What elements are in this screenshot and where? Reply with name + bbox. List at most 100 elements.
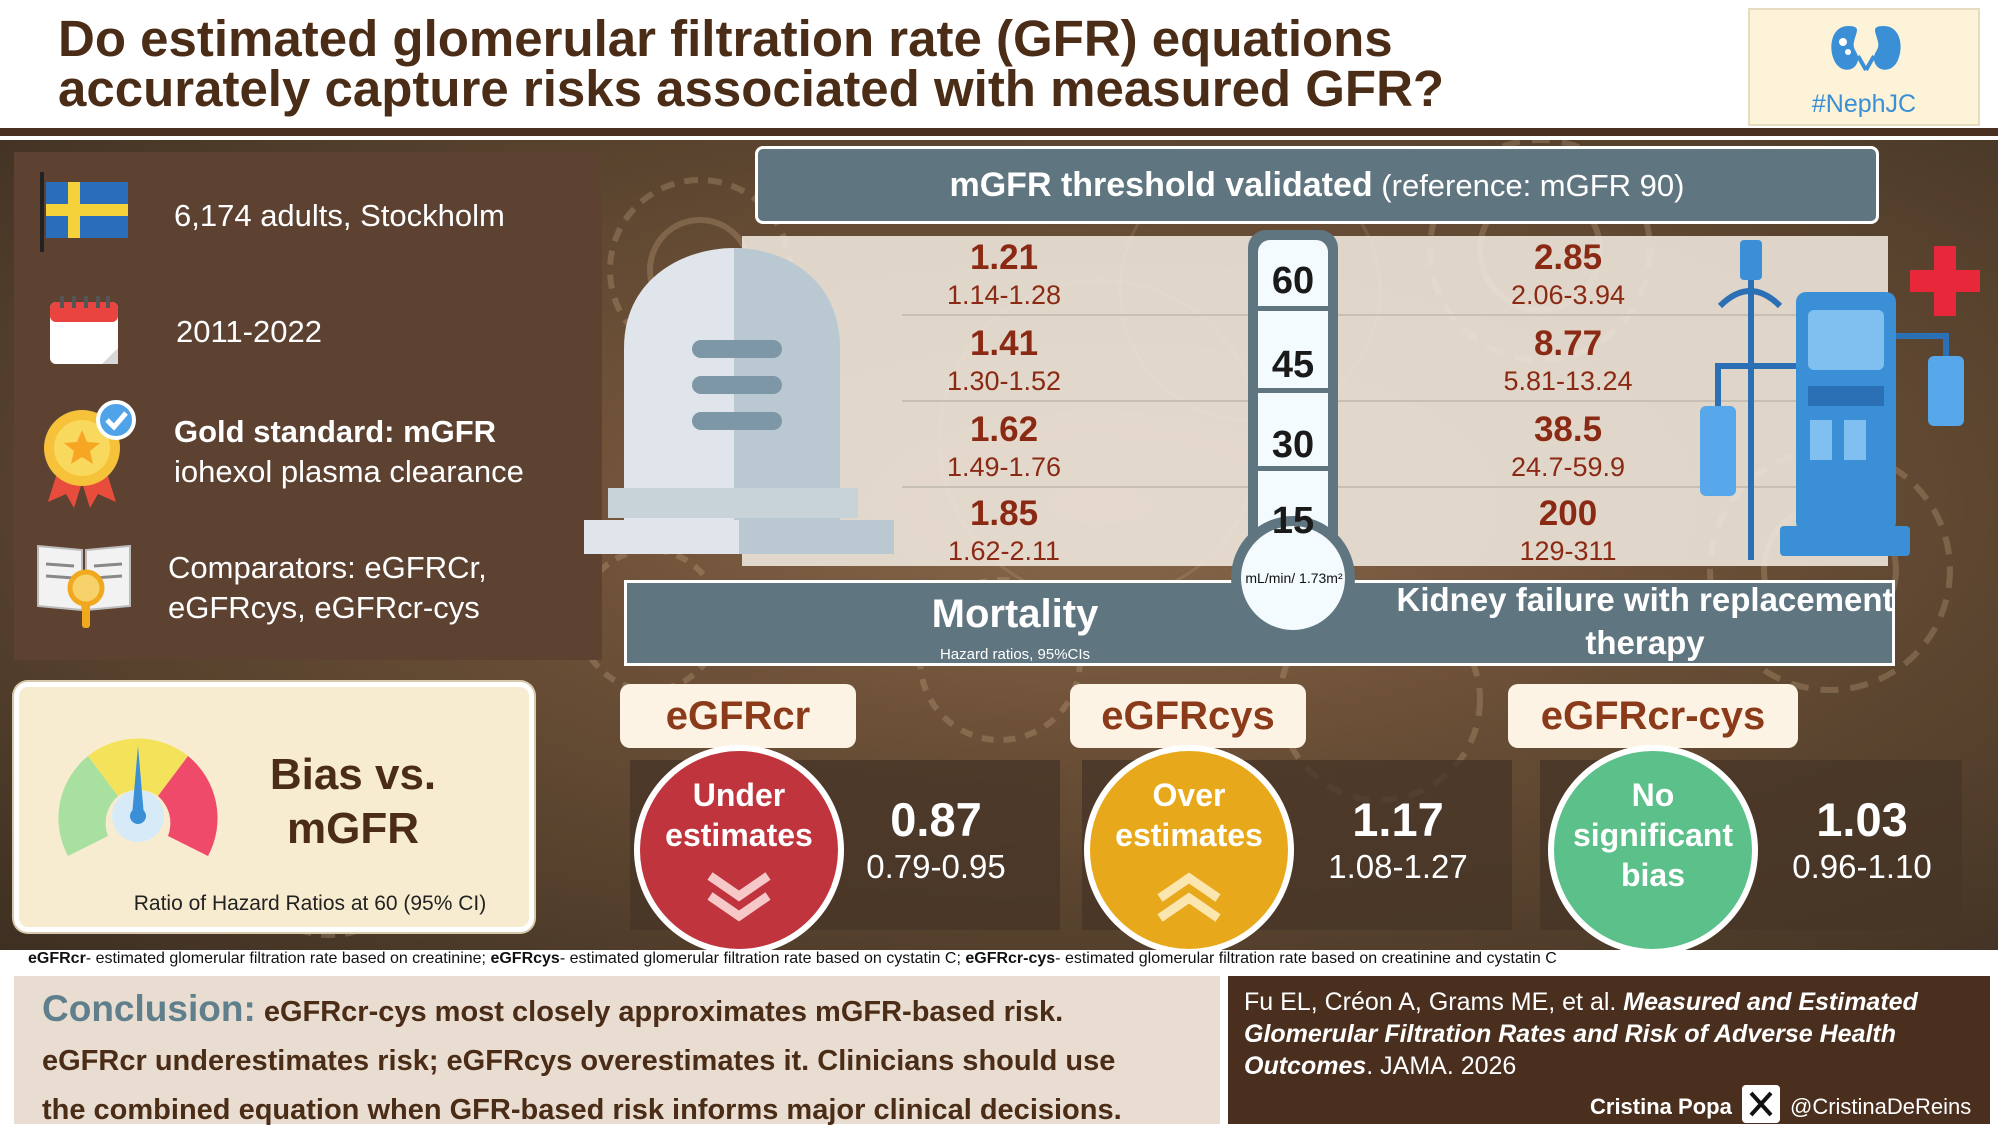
- gold-medal-icon: [44, 400, 136, 508]
- egfrcr-cys-label: eGFRcr-cys: [1508, 684, 1798, 748]
- x-logo-icon[interactable]: [1742, 1085, 1780, 1123]
- mortality-hr-45: 1.41: [969, 324, 1039, 363]
- egfrcys-text-line-2: estimates: [1115, 817, 1263, 853]
- abbreviation-footnote: eGFRcr- estimated glomerular filtration …: [28, 950, 1978, 968]
- thermo-level-15: 15: [1271, 500, 1315, 542]
- nephjc-logo: #NephJC: [1748, 8, 1980, 126]
- bias-title-line-2: mGFR: [287, 804, 419, 853]
- mortality-hr-15: 1.85: [969, 494, 1039, 533]
- threshold-header: mGFR threshold validated (reference: mGF…: [755, 146, 1879, 224]
- conclusion-line-2: eGFRcr underestimates risk; eGFRcys over…: [42, 1045, 1116, 1077]
- gold-standard-bold: Gold standard: mGFR: [174, 414, 497, 449]
- conclusion-text: Conclusion: eGFRcr-cys most closely appr…: [42, 984, 1212, 1125]
- down-chevron-icon: [707, 872, 771, 922]
- citation-journal: . JAMA. 2026: [1366, 1052, 1517, 1080]
- row-divider: [902, 400, 1862, 402]
- egfrcr-cys-text-line-2: significant: [1572, 817, 1733, 853]
- egfrcr-value: 0.87: [890, 793, 982, 846]
- egfrcr-text-line-2: estimates: [665, 817, 813, 853]
- conclusion-line-3: the combined equation when GFR-based ris…: [42, 1094, 1122, 1125]
- kfrt-ci-30: 24.7-59.9: [1510, 452, 1626, 482]
- population-text: 6,174 adults, Stockholm: [174, 198, 505, 233]
- bias-subtitle: Ratio of Hazard Ratios at 60 (95% CI): [133, 892, 487, 915]
- study-info-panel: 6,174 adults, Stockholm 2011-2022 Gold s…: [14, 152, 602, 660]
- kidney-logo-icon: [1831, 26, 1901, 71]
- egfrcys-text-line-1: Over: [1152, 777, 1226, 813]
- footnote-def-3: - estimated glomerular filtration rate b…: [1055, 950, 1557, 967]
- footnote-term-2: eGFRcys: [490, 950, 560, 967]
- egfrcr-bias-text: Under estimates: [634, 775, 844, 855]
- title-line-2: accurately capture risks associated with…: [58, 60, 1445, 117]
- header: Do estimated glomerular filtration rate …: [0, 0, 1998, 136]
- thermo-unit: mL/min/ 1.73m²: [1245, 570, 1343, 586]
- citation-title: Measured and Estimated Glomerular Filtra…: [1244, 988, 1918, 1080]
- egfrcr-cys-text-line-1: No: [1631, 777, 1675, 813]
- mortality-ci-30: 1.49-1.76: [946, 452, 1062, 482]
- thermo-level-30: 30: [1271, 424, 1315, 466]
- citation-panel: Fu EL, Créon A, Grams ME, et al. Measure…: [1228, 976, 1990, 1124]
- document-magnifier-icon: [37, 544, 131, 628]
- egfrcys-bias-text: Over estimates: [1084, 775, 1294, 855]
- kfrt-ci-15: 129-311: [1519, 536, 1617, 566]
- bias-title-line-1: Bias vs.: [269, 750, 437, 799]
- kfrt-label-line-1: Kidney failure with replacement: [1396, 581, 1894, 618]
- title-line-1: Do estimated glomerular filtration rate …: [58, 10, 1393, 67]
- egfrcr-text-line-1: Under: [692, 777, 786, 813]
- egfrcys-ci: 1.08-1.27: [1328, 848, 1468, 885]
- conclusion-panel: Conclusion: eGFRcr-cys most closely appr…: [14, 976, 1220, 1125]
- citation-text: Fu EL, Créon A, Grams ME, et al. Measure…: [1244, 986, 1984, 1082]
- kfrt-ci-60: 2.06-3.94: [1510, 280, 1626, 310]
- threshold-bold: mGFR threshold validated: [949, 166, 1373, 204]
- egfrcr-ci: 0.79-0.95: [866, 848, 1006, 885]
- footnote-def-2: - estimated glomerular filtration rate b…: [559, 950, 966, 967]
- calendar-icon: [50, 296, 118, 364]
- row-divider: [902, 314, 1862, 316]
- conclusion-line-1: eGFRcr-cys most closely approximates mGF…: [255, 996, 1064, 1028]
- comparators-line-1: Comparators: eGFRCr,: [168, 550, 487, 585]
- comparators-text: Comparators: eGFRCr, eGFRcys, eGFRcr-cys: [168, 548, 487, 628]
- thermometer-icon: [1231, 230, 1355, 640]
- up-chevron-icon: [1157, 872, 1221, 922]
- threshold-reference: (reference: mGFR 90): [1372, 168, 1685, 203]
- mortality-label: Mortality: [931, 592, 1099, 636]
- footnote-term-3: eGFRcr-cys: [965, 950, 1056, 967]
- citation-authors: Fu EL, Créon A, Grams ME, et al.: [1244, 988, 1624, 1016]
- kfrt-hr-15: 200: [1538, 494, 1598, 533]
- dialysis-machine-icon: [1700, 240, 1980, 560]
- egfrcys-value: 1.17: [1352, 793, 1444, 846]
- egfrcr-cys-text-line-3: bias: [1620, 857, 1686, 893]
- mortality-ci-60: 1.14-1.28: [946, 280, 1062, 310]
- footnote-def-1: - estimated glomerular filtration rate b…: [85, 950, 491, 967]
- gold-standard-rest: iohexol plasma clearance: [174, 454, 524, 489]
- row-divider: [902, 486, 1862, 488]
- logo-text: #NephJC: [1811, 90, 1917, 118]
- thermo-level-60: 60: [1271, 260, 1315, 302]
- gauge-icon: [58, 738, 218, 856]
- gold-standard-text: Gold standard: mGFR iohexol plasma clear…: [174, 412, 524, 492]
- sweden-flag-icon: [40, 172, 128, 252]
- period-text: 2011-2022: [176, 314, 322, 349]
- mortality-ci-15: 1.62-2.11: [947, 536, 1061, 566]
- kfrt-hr-45: 8.77: [1533, 324, 1603, 363]
- bias-title: Bias vs. mGFR: [248, 748, 458, 856]
- mortality-hr-60: 1.21: [969, 238, 1039, 277]
- author-credit: Cristina Popa: [1590, 1094, 1732, 1119]
- page-title: Do estimated glomerular filtration rate …: [58, 10, 1718, 117]
- mortality-hr-30: 1.62: [969, 410, 1039, 449]
- kfrt-label-line-2: therapy: [1585, 624, 1705, 661]
- egfrcys-label: eGFRcys: [1070, 684, 1306, 748]
- mortality-ci-45: 1.30-1.52: [946, 366, 1062, 396]
- mortality-sublabel: Hazard ratios, 95%CIs: [939, 646, 1091, 663]
- social-handle[interactable]: @CristinaDeReins: [1790, 1094, 1972, 1119]
- kfrt-hr-60: 2.85: [1533, 238, 1603, 277]
- egfrcys-circle: [1084, 745, 1294, 955]
- kfrt-ci-45: 5.81-13.24: [1503, 366, 1633, 396]
- comparators-line-2: eGFRcys, eGFRcr-cys: [168, 590, 480, 625]
- egfrcr-cys-value: 1.03: [1816, 793, 1908, 846]
- footnote-term-1: eGFRcr: [28, 950, 86, 967]
- egfrcr-cys-circle: [1548, 745, 1758, 955]
- egfrcr-cys-bias-text: No significant bias: [1548, 775, 1758, 895]
- conclusion-heading: Conclusion:: [42, 988, 256, 1029]
- tombstone-icon: [584, 248, 894, 554]
- kfrt-hr-30: 38.5: [1533, 410, 1603, 449]
